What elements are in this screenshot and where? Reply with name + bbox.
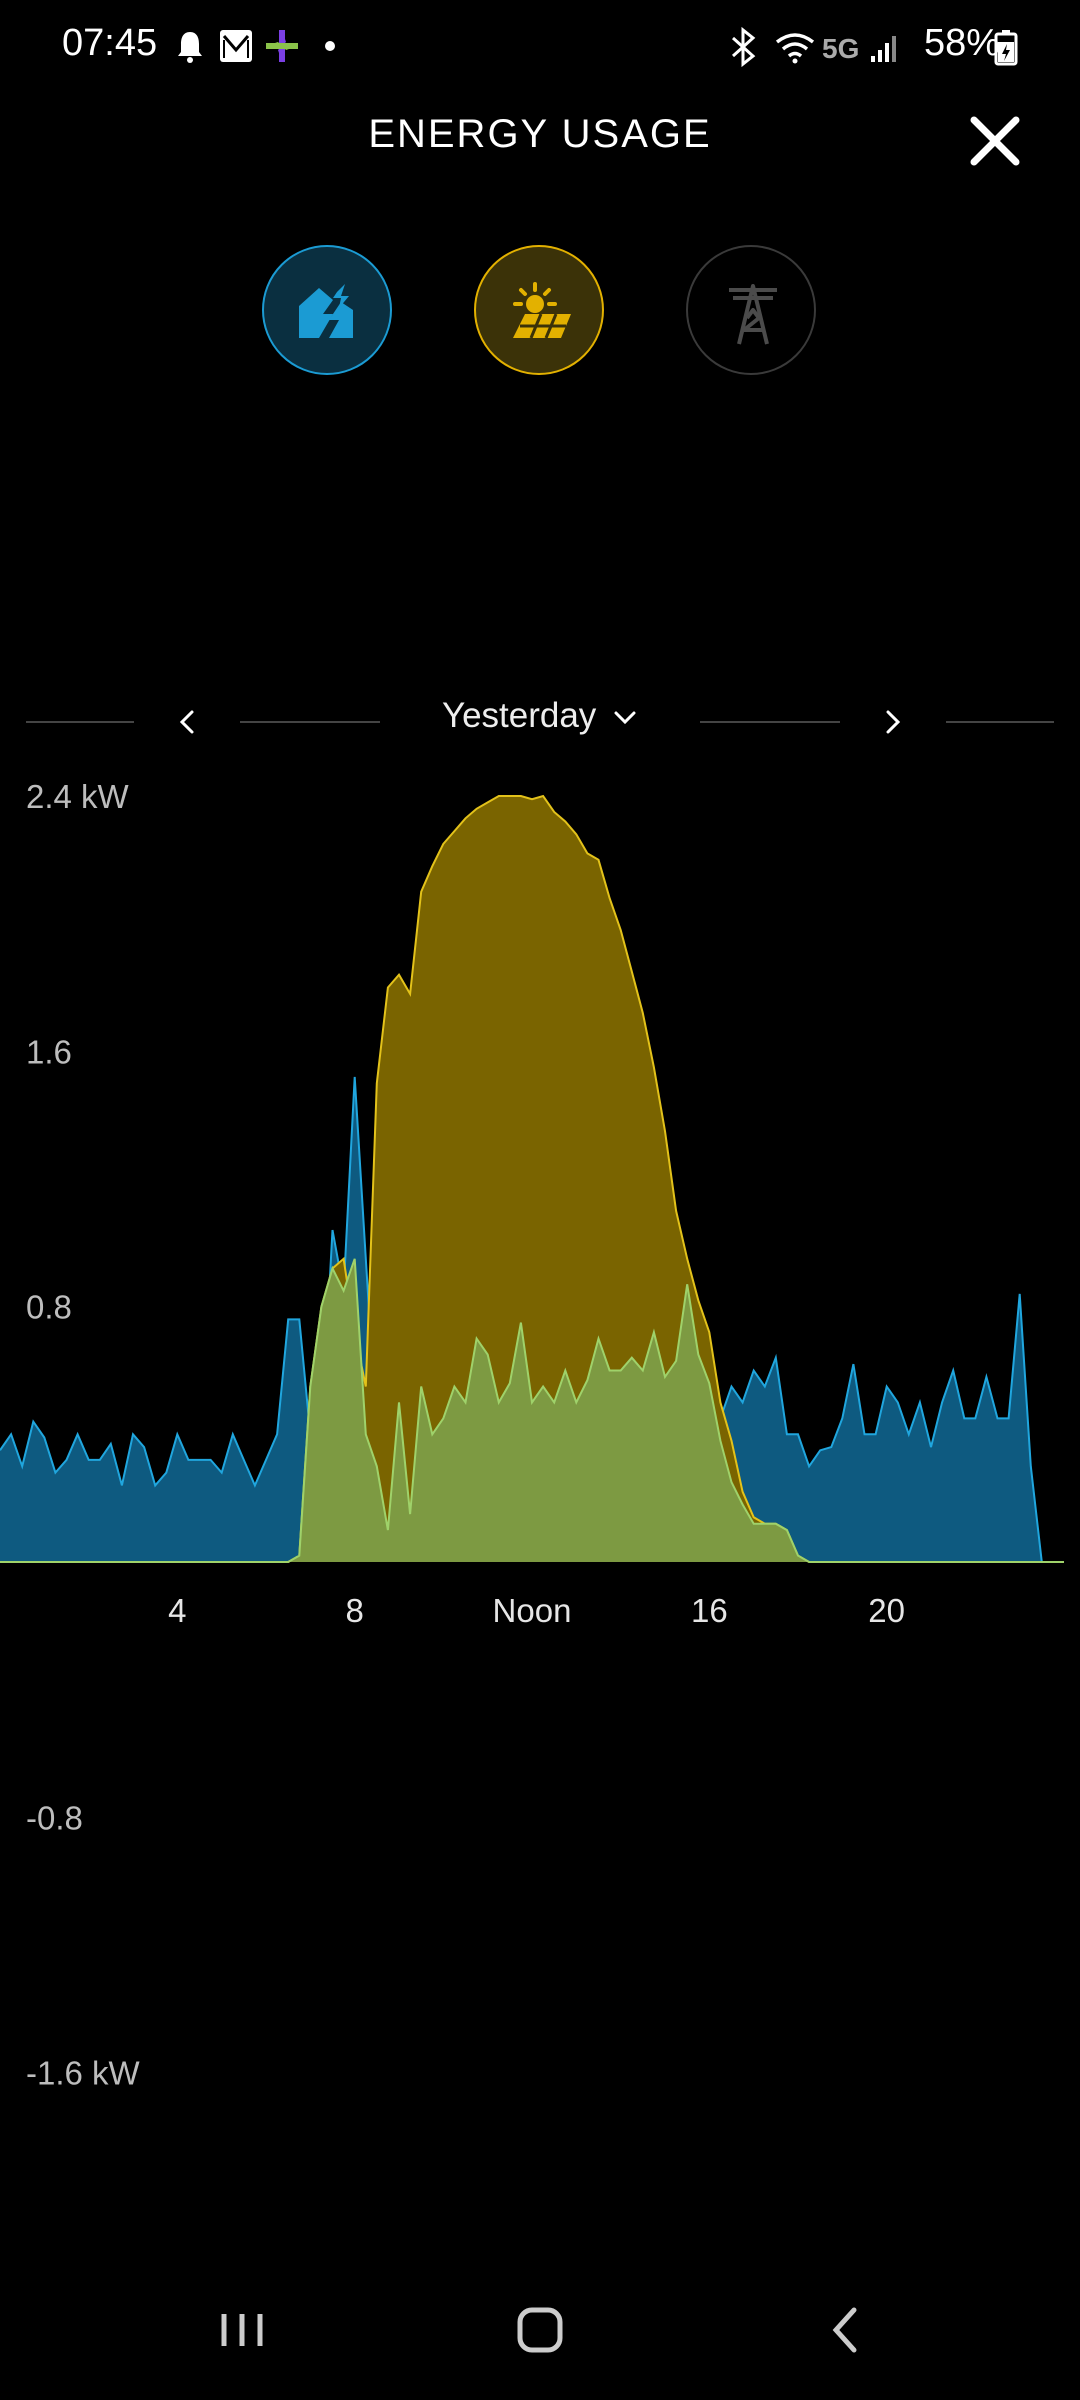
- more-notifications-dot: [325, 41, 335, 51]
- chevron-right-icon: [886, 710, 901, 734]
- home-usage-toggle[interactable]: [262, 245, 392, 375]
- y-tick-label: -0.8: [26, 1799, 83, 1836]
- chevron-down-icon: [614, 711, 636, 724]
- recent-apps-icon: [221, 2314, 263, 2346]
- close-icon: [970, 116, 1020, 166]
- previous-day-button[interactable]: [166, 700, 210, 744]
- chevron-left-icon: [179, 710, 194, 734]
- y-tick-label: 1.6: [26, 1033, 72, 1070]
- signal-icon: [871, 36, 896, 62]
- solar-panel-icon: [513, 282, 571, 339]
- recent-apps-button[interactable]: [212, 2300, 272, 2360]
- pinwheel-app-icon: [266, 30, 298, 62]
- series-area-0: [0, 1076, 1042, 1562]
- battery-charging-icon: [994, 30, 1018, 66]
- power-tower-icon: [729, 284, 777, 345]
- mail-app-icon: [220, 30, 252, 62]
- next-day-button[interactable]: [870, 700, 914, 744]
- status-icons: 5G: [731, 26, 896, 68]
- y-tick-label: 2.4 kW: [26, 778, 130, 815]
- network-type: 5G: [822, 33, 859, 64]
- solar-usage-toggle[interactable]: [474, 245, 604, 375]
- series-line-2: [0, 1258, 1064, 1563]
- grid-usage-toggle[interactable]: [686, 245, 816, 375]
- close-button[interactable]: [958, 104, 1034, 180]
- status-time: 07:45: [62, 22, 158, 64]
- back-icon: [832, 2307, 857, 2353]
- home-nav-button[interactable]: [510, 2300, 570, 2360]
- series-line-1: [0, 794, 1064, 1563]
- energy-usage-chart: 2.4 kW 1.6 0.8 -0.8 -1.6 kW 4 8 Noon 16 20: [0, 778, 1064, 2092]
- battery-percentage: 58%: [923, 22, 1000, 64]
- y-tick-label: 0.8: [26, 1289, 72, 1326]
- home-icon: [299, 284, 353, 338]
- date-label: Yesterday: [441, 696, 597, 735]
- x-tick-label: Noon: [493, 1592, 572, 1629]
- x-tick-label: 8: [345, 1592, 363, 1629]
- x-tick-label: 16: [691, 1592, 728, 1629]
- notification-icons: [178, 30, 335, 63]
- date-dropdown[interactable]: Yesterday: [400, 696, 680, 736]
- series-area-2: [0, 1258, 1064, 1562]
- x-tick-label: 20: [868, 1592, 905, 1629]
- x-tick-label: 4: [168, 1592, 186, 1629]
- home-circle-icon: [517, 2307, 563, 2353]
- page-title: ENERGY USAGE: [368, 112, 712, 156]
- back-button[interactable]: [816, 2300, 876, 2360]
- y-tick-label: -1.6 kW: [26, 2055, 141, 2092]
- wifi-icon: [775, 33, 815, 64]
- bell-icon: [178, 32, 202, 63]
- bluetooth-icon: [731, 26, 756, 68]
- series-area-1: [0, 796, 1064, 1562]
- date-selector-row: [26, 721, 1054, 723]
